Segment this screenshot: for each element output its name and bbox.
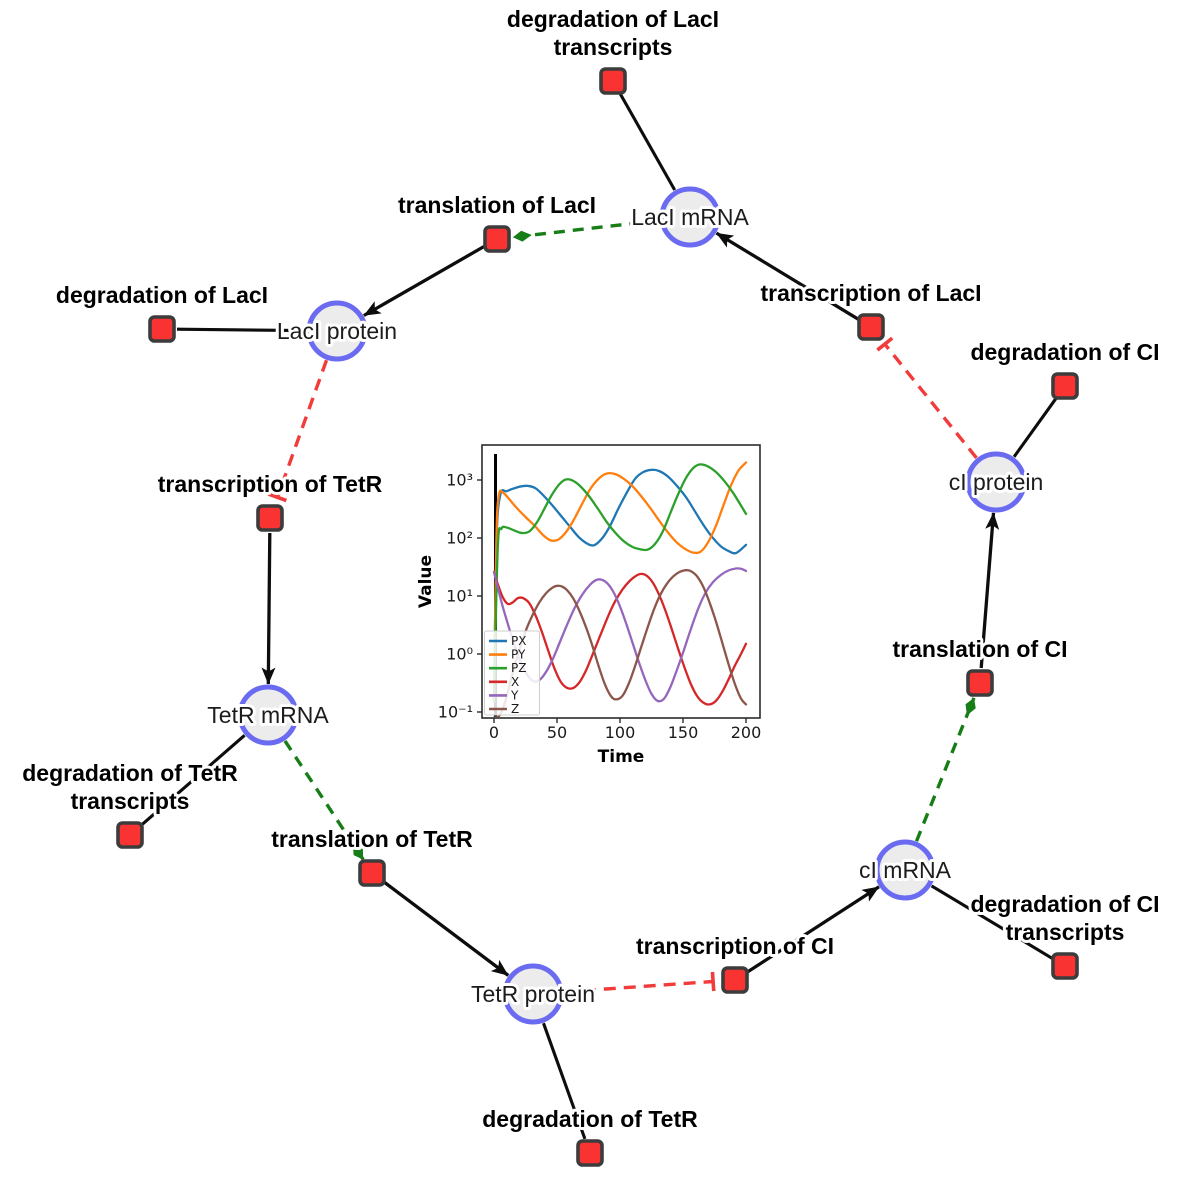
edge-consumption-tetr_mrna-to-deg_tetr_tx xyxy=(140,734,246,827)
species-node-ci-mrna xyxy=(874,839,936,901)
curve-PX xyxy=(492,468,748,703)
y-tick-label: 10² xyxy=(446,529,473,548)
edge-production-transl_ci-to-ci_protein xyxy=(979,512,1000,669)
nodes-layer xyxy=(116,67,1079,1167)
reaction-label-deg-laci-line0: degradation of LacI xyxy=(56,282,268,308)
reaction-label-deg-laci-tx-line0: degradation of LacI xyxy=(507,6,719,32)
reaction-label-deg-tetr-tx-line0: degradation of TetR xyxy=(22,760,238,786)
species-label-tetr-mrna: TetR mRNA xyxy=(207,702,329,728)
reaction-label-deg-ci-tx-line1: transcripts xyxy=(1006,919,1125,945)
reaction-node-tx-ci xyxy=(721,966,749,994)
species-node-laci-protein xyxy=(306,300,368,362)
edge-activation-laci_mrna-to-transl_laci xyxy=(512,218,660,242)
reaction-node-deg-ci xyxy=(1051,372,1079,400)
y-tick-label: 10⁻¹ xyxy=(438,703,473,722)
reaction-node-transl-ci xyxy=(966,669,994,697)
legend-label-Y: Y xyxy=(510,688,519,702)
reaction-label-tx-laci-line0: transcription of LacI xyxy=(760,280,981,306)
x-tick-label: 150 xyxy=(668,723,699,742)
curve-PZ xyxy=(492,463,748,703)
species-node-ci-protein xyxy=(965,451,1027,513)
edge-activation-ci_mrna-to-transl_ci xyxy=(914,697,976,842)
species-label-laci-protein: LacI protein xyxy=(277,318,397,344)
species-label-tetr-protein: TetR protein xyxy=(471,981,595,1007)
edge-activation-tetr_mrna-to-transl_tetr xyxy=(283,739,365,861)
species-label-ci-protein: cI protein xyxy=(949,469,1044,495)
edge-inhibition-laci_protein-to-tx_tetr xyxy=(267,359,329,503)
legend-label-Z: Z xyxy=(511,702,519,716)
edge-consumption-ci_protein-to-deg_ci xyxy=(1012,397,1058,458)
species-node-tetr-mrna xyxy=(237,684,299,746)
edges-layer xyxy=(140,93,1058,1140)
reaction-node-deg-tetr xyxy=(576,1139,604,1167)
legend-label-PZ: PZ xyxy=(511,661,526,675)
x-axis-label: Time xyxy=(598,747,645,767)
species-node-laci-mrna xyxy=(659,186,721,248)
reaction-label-tx-ci-line0: transcription of CI xyxy=(636,933,834,959)
reaction-label-deg-tetr-line0: degradation of TetR xyxy=(482,1106,698,1132)
reaction-node-tx-laci xyxy=(857,313,885,341)
edge-inhibition-tetr_protein-to-tx_ci xyxy=(563,971,716,994)
species-node-tetr-protein xyxy=(502,963,564,1025)
reaction-label-transl-tetr-line0: translation of TetR xyxy=(271,826,473,852)
legend-label-X: X xyxy=(511,675,519,689)
reaction-node-deg-tetr-tx xyxy=(116,821,144,849)
edge-consumption-ci_mrna-to-deg_ci_tx xyxy=(930,884,1053,960)
edge-production-transl_tetr-to-tetr_protein xyxy=(383,880,510,977)
reaction-node-transl-laci xyxy=(483,225,511,253)
reaction-node-tx-tetr xyxy=(256,504,284,532)
edge-production-tx_ci-to-ci_mrna xyxy=(746,885,880,974)
legend-label-PX: PX xyxy=(511,634,526,648)
edge-consumption-tetr_protein-to-deg_tetr xyxy=(542,1022,587,1140)
reaction-label-transl-ci-line0: translation of CI xyxy=(892,636,1067,662)
edge-consumption-laci_mrna-to-deg_laci_tx xyxy=(619,93,677,191)
legend-label-PY: PY xyxy=(511,648,526,662)
x-tick-label: 200 xyxy=(731,723,762,742)
chart-spines xyxy=(481,444,761,719)
curve-Z xyxy=(493,568,748,717)
labels-layer: LacI mRNA LacI protein TetR mRNA TetR prote… xyxy=(19,3,1162,1135)
curve-PY xyxy=(492,461,748,703)
x-tick-label: 50 xyxy=(547,723,567,742)
reaction-label-tx-tetr-line0: transcription of TetR xyxy=(158,471,383,497)
reaction-node-transl-tetr xyxy=(358,859,386,887)
edge-consumption-laci_protein-to-deg_laci xyxy=(176,327,307,333)
reaction-label-deg-ci-line0: degradation of CI xyxy=(970,339,1159,365)
reaction-node-deg-laci-tx xyxy=(599,67,627,95)
species-label-ci-mrna: cI mRNA xyxy=(859,857,952,883)
reaction-label-deg-laci-tx-line1: transcripts xyxy=(554,34,673,60)
x-tick-label: 0 xyxy=(489,723,499,742)
y-tick-label: 10¹ xyxy=(446,587,473,606)
reaction-label-deg-ci-tx-line0: degradation of CI xyxy=(970,891,1159,917)
reaction-label-transl-laci-line0: translation of LacI xyxy=(398,192,596,218)
reaction-node-deg-laci xyxy=(148,315,176,343)
reaction-node-deg-ci-tx xyxy=(1051,952,1079,980)
species-label-laci-mrna: LacI mRNA xyxy=(631,204,749,230)
y-tick-label: 10⁰ xyxy=(446,645,473,664)
legend-box xyxy=(484,630,540,716)
y-axis-label: Value xyxy=(416,555,436,608)
edge-production-tx_laci-to-laci_mrna xyxy=(715,231,860,321)
curve-X xyxy=(492,570,748,706)
edge-production-tx_tetr-to-tetr_mrna xyxy=(261,532,276,685)
y-tick-label: 10³ xyxy=(446,471,473,490)
edge-inhibition-ci_protein-to-tx_laci xyxy=(876,336,978,459)
reaction-label-deg-tetr-tx-line1: transcripts xyxy=(71,788,190,814)
edge-production-transl_laci-to-laci_protein xyxy=(363,245,485,317)
x-tick-label: 100 xyxy=(605,723,636,742)
